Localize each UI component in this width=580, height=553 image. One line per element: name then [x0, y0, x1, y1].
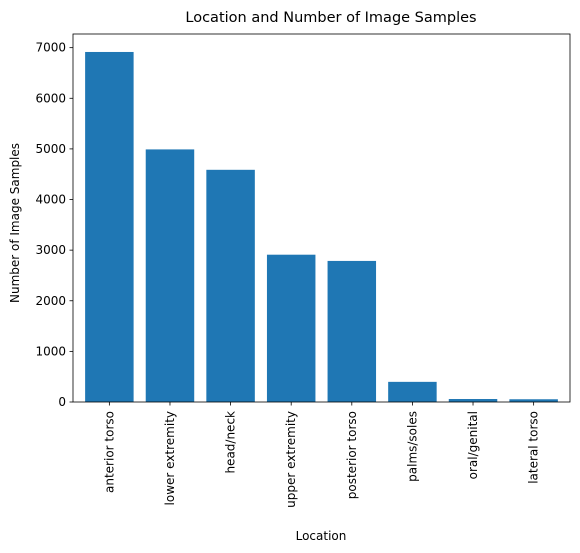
bar-lower-extremity: [145, 149, 195, 402]
x-tick-label: anterior torso: [102, 411, 116, 493]
x-tick-label: head/neck: [224, 411, 238, 474]
y-axis: 0 1000 2000 3000 4000 5000 6000 7000: [35, 41, 73, 409]
bar-head-neck: [206, 169, 255, 402]
y-tick-label: 3000: [35, 243, 66, 257]
bar-anterior-torso: [85, 51, 134, 403]
plot-frame: [72, 33, 571, 403]
bar-posterior-torso: [327, 260, 377, 402]
x-tick-label: upper extremity: [284, 411, 298, 508]
y-tick-label: 4000: [35, 193, 66, 207]
y-tick-label: 5000: [35, 142, 66, 156]
y-tick-label: 7000: [35, 41, 66, 55]
chart-title: Location and Number of Image Samples: [185, 10, 476, 26]
y-tick-label: 2000: [35, 294, 66, 308]
x-tick-label: posterior torso: [345, 411, 359, 499]
y-axis-label: Number of Image Samples: [8, 143, 22, 303]
x-tick-label: lower extremity: [163, 411, 177, 505]
x-axis-label: Location: [296, 529, 347, 543]
y-tick-label: 0: [58, 395, 66, 409]
x-tick-label: lateral torso: [527, 411, 541, 484]
bar-lateral-torso: [509, 399, 558, 402]
x-tick-label: palms/soles: [405, 411, 419, 482]
x-tick-label: oral/genital: [466, 411, 480, 479]
bar-palms-soles: [388, 381, 437, 402]
x-axis: anterior torso lower extremity head/neck up…: [102, 402, 541, 508]
bar-oral-genital: [448, 399, 498, 402]
y-tick-label: 1000: [35, 344, 66, 358]
bar-group: [85, 51, 558, 403]
y-tick-label: 6000: [35, 91, 66, 105]
bar-upper-extremity: [266, 254, 316, 402]
